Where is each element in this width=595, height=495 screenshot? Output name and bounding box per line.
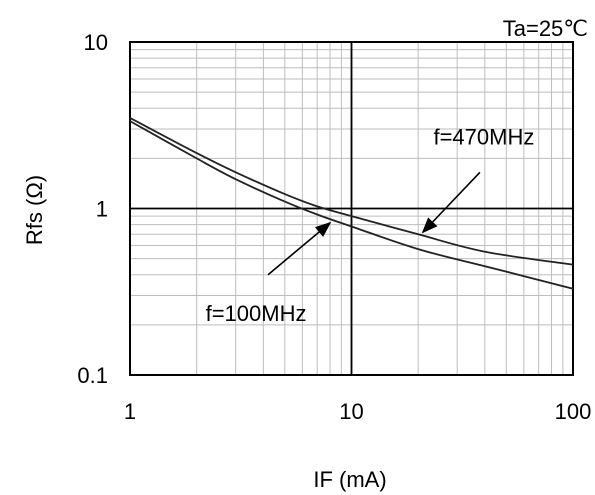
plot-frame	[129, 41, 574, 376]
condition-label: Ta=25℃	[503, 16, 588, 41]
x-tick-label: 100	[555, 399, 592, 424]
y-axis-label: Rfs (Ω)	[22, 175, 47, 245]
x-axis-label: IF (mA)	[313, 467, 386, 492]
label-470mhz: f=470MHz	[433, 124, 534, 149]
y-tick-label: 0.1	[77, 363, 108, 388]
arrow-100mhz	[267, 221, 332, 276]
y-tick-label: 10	[84, 30, 108, 55]
series-layer	[129, 117, 574, 290]
series-line-100mhz	[129, 120, 574, 290]
x-tick-labels: 1 10 100	[124, 399, 591, 424]
series-line-470mhz	[129, 117, 574, 266]
arrow-470mhz	[421, 171, 481, 234]
major-grid	[130, 42, 573, 375]
annotation-layer: f=470MHz f=100MHz	[206, 124, 535, 325]
x-tick-label: 10	[339, 399, 363, 424]
y-tick-labels: 10 1 0.1	[77, 30, 108, 388]
label-100mhz: f=100MHz	[206, 301, 307, 326]
x-tick-label: 1	[124, 399, 136, 424]
y-tick-label: 1	[96, 197, 108, 222]
